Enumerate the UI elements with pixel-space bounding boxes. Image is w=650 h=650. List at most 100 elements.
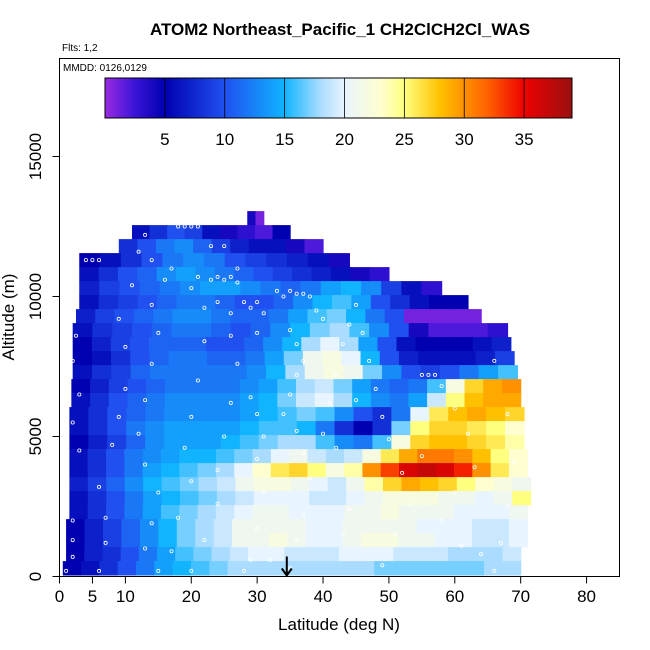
sample-point bbox=[110, 442, 115, 447]
heatmap-cell bbox=[208, 365, 228, 380]
heatmap-cell bbox=[293, 295, 314, 310]
heatmap-cell bbox=[91, 351, 112, 366]
heatmap-cell bbox=[186, 337, 207, 352]
sample-point bbox=[149, 258, 154, 263]
colorbar-tick-label: 20 bbox=[335, 130, 354, 149]
heatmap-cell bbox=[408, 393, 428, 408]
heatmap-cell bbox=[421, 281, 443, 296]
heatmap-cell bbox=[112, 323, 133, 338]
heatmap-cell bbox=[429, 435, 449, 450]
heatmap-cell bbox=[453, 519, 473, 534]
heatmap-cell bbox=[327, 491, 347, 506]
sample-point bbox=[241, 300, 246, 305]
heatmap-cell bbox=[197, 505, 217, 520]
sample-point bbox=[281, 412, 286, 417]
sample-point bbox=[241, 568, 246, 573]
sample-point bbox=[288, 392, 293, 397]
colorbar-tick-label: 5 bbox=[160, 130, 169, 149]
heatmap-cell bbox=[145, 421, 165, 436]
heatmap-cell bbox=[232, 533, 252, 548]
heatmap-cell bbox=[302, 351, 323, 366]
heatmap-cell bbox=[120, 547, 140, 562]
heatmap-cell bbox=[87, 505, 107, 520]
heatmap-cell bbox=[124, 463, 144, 478]
sample-point bbox=[334, 445, 339, 450]
sample-point bbox=[294, 372, 299, 377]
heatmap-cell bbox=[287, 533, 307, 548]
heatmap-cell bbox=[382, 365, 402, 380]
heatmap-cell bbox=[362, 463, 382, 478]
heatmap-cell bbox=[438, 491, 458, 506]
heatmap-cell bbox=[111, 351, 131, 366]
heatmap-cell bbox=[239, 393, 260, 408]
heatmap-cell bbox=[380, 463, 400, 478]
heatmap-cell bbox=[289, 505, 309, 520]
heatmap-cell bbox=[447, 547, 467, 562]
heatmap-cell bbox=[151, 323, 173, 338]
heatmap-cell bbox=[225, 337, 245, 352]
heatmap-cell bbox=[315, 421, 336, 436]
sample-point bbox=[294, 342, 299, 347]
heatmap-cell bbox=[512, 477, 532, 492]
heatmap-cell bbox=[84, 547, 104, 562]
heatmap-cell bbox=[327, 477, 347, 492]
sample-point bbox=[189, 568, 194, 573]
sample-point bbox=[195, 224, 200, 229]
heatmap-cell bbox=[466, 547, 485, 562]
heatmap-cell bbox=[428, 323, 449, 338]
heatmap-cell bbox=[442, 309, 463, 324]
heatmap-cell bbox=[157, 295, 178, 310]
heatmap-cell bbox=[216, 491, 237, 506]
sample-point bbox=[90, 258, 95, 263]
heatmap-cell bbox=[197, 449, 217, 464]
heatmap-cell bbox=[320, 337, 340, 352]
sample-point bbox=[136, 431, 141, 436]
sample-point bbox=[334, 372, 339, 377]
heatmap-cell bbox=[292, 267, 313, 282]
heatmap-cell bbox=[285, 365, 306, 380]
heatmap-cell bbox=[127, 379, 147, 394]
heatmap-cell bbox=[118, 239, 138, 254]
heatmap-cell bbox=[92, 323, 113, 338]
heatmap-cell bbox=[195, 295, 216, 310]
heatmap-cell bbox=[250, 533, 270, 548]
heatmap-cell bbox=[143, 491, 163, 506]
x-tick-label: 70 bbox=[511, 587, 530, 606]
heatmap-cell bbox=[106, 505, 125, 520]
heatmap-cell bbox=[331, 295, 352, 310]
heatmap-cell bbox=[169, 365, 190, 380]
heatmap-cell bbox=[508, 505, 528, 520]
heatmap-cell bbox=[411, 547, 431, 562]
sample-point bbox=[123, 344, 128, 349]
heatmap-cell bbox=[322, 351, 342, 366]
heatmap-cell bbox=[202, 379, 222, 394]
sample-point bbox=[459, 543, 464, 548]
heatmap-cell bbox=[486, 407, 506, 422]
sample-point bbox=[129, 283, 134, 288]
heatmap-cell bbox=[159, 281, 181, 296]
heatmap-cell bbox=[224, 253, 247, 268]
heatmap-cell bbox=[161, 477, 181, 492]
sample-point bbox=[182, 224, 187, 229]
heatmap-cell bbox=[361, 281, 382, 296]
heatmap-cell bbox=[95, 309, 116, 324]
sample-point bbox=[103, 515, 108, 520]
sample-point bbox=[169, 266, 174, 271]
heatmap-cell bbox=[399, 449, 418, 464]
date-annotation: MMDD: 0126,0129 bbox=[63, 63, 147, 74]
heatmap-cell bbox=[146, 393, 166, 408]
heatmap-cell bbox=[245, 253, 267, 268]
heatmap-cell bbox=[69, 435, 89, 450]
heatmap-cell bbox=[209, 561, 229, 576]
sample-point bbox=[294, 428, 299, 433]
heatmap-cell bbox=[408, 323, 430, 338]
heatmap-cell bbox=[137, 295, 158, 310]
heatmap-cell bbox=[389, 379, 409, 394]
heatmap-cell bbox=[362, 365, 383, 380]
heatmap-cell bbox=[287, 519, 307, 534]
heatmap-cell bbox=[490, 533, 510, 548]
heatmap-cell bbox=[448, 323, 469, 338]
heatmap-cell bbox=[72, 323, 94, 338]
heatmap-cell bbox=[137, 239, 157, 254]
sample-point bbox=[123, 386, 128, 391]
